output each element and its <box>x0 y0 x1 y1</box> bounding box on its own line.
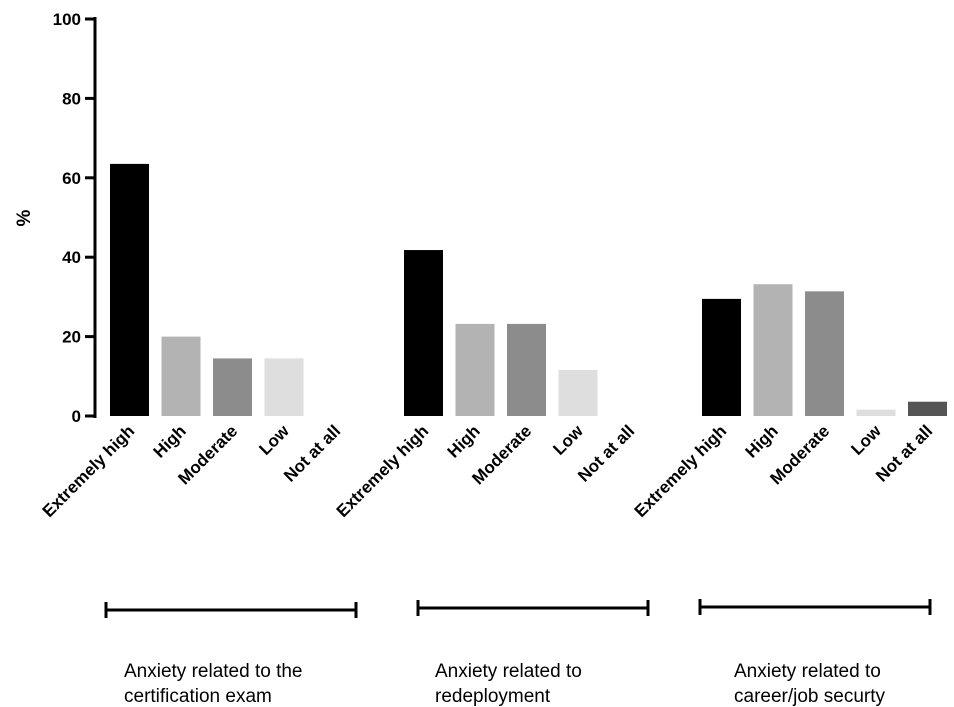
y-tick-label: 80 <box>62 89 81 108</box>
x-tick-label: High <box>150 421 190 461</box>
bar <box>908 401 947 416</box>
y-tick-label: 0 <box>72 407 81 426</box>
bar <box>264 358 304 416</box>
group-label-line2: career/job securty <box>734 686 886 707</box>
bar <box>213 358 252 416</box>
bars <box>110 163 947 416</box>
y-tick-label: 60 <box>62 169 81 188</box>
x-tick-label: High <box>742 421 782 461</box>
bar <box>404 250 443 416</box>
y-tick-label: 40 <box>62 248 81 267</box>
bar <box>455 323 495 416</box>
bar <box>507 323 546 416</box>
group-label-line1: Anxiety related to the <box>124 661 303 682</box>
x-tick-label: Extremely high <box>631 421 731 521</box>
y-tick-label: 100 <box>53 10 81 29</box>
bar <box>805 291 844 416</box>
bar <box>558 369 598 416</box>
x-tick-label: Not at all <box>280 421 344 485</box>
bar <box>110 163 149 416</box>
x-tick-label: High <box>444 421 484 461</box>
group-label-line2: certification exam <box>124 686 272 707</box>
bar <box>856 409 896 416</box>
x-tick-label: Low <box>549 421 587 459</box>
group-label-line1: Anxiety related to <box>435 661 582 682</box>
x-tick-label: Extremely high <box>333 421 433 521</box>
x-tick-label: Not at all <box>872 421 936 485</box>
bar <box>702 298 741 416</box>
x-tick-label: Extremely high <box>39 421 139 521</box>
bar <box>753 284 793 416</box>
x-tick-label: Not at all <box>574 421 638 485</box>
group-label-line1: Anxiety related to <box>734 661 881 682</box>
group-label-line2: redeployment <box>435 686 551 707</box>
x-tick-label: Low <box>847 421 885 459</box>
x-tick-label: Low <box>255 421 293 459</box>
y-tick-label: 20 <box>62 328 81 347</box>
y-axis-title: % <box>14 209 35 226</box>
group-brackets: Anxiety related to the certification exam… <box>104 599 932 707</box>
bar <box>161 336 201 416</box>
y-axis: 0 20 40 60 80 100 <box>53 10 97 426</box>
